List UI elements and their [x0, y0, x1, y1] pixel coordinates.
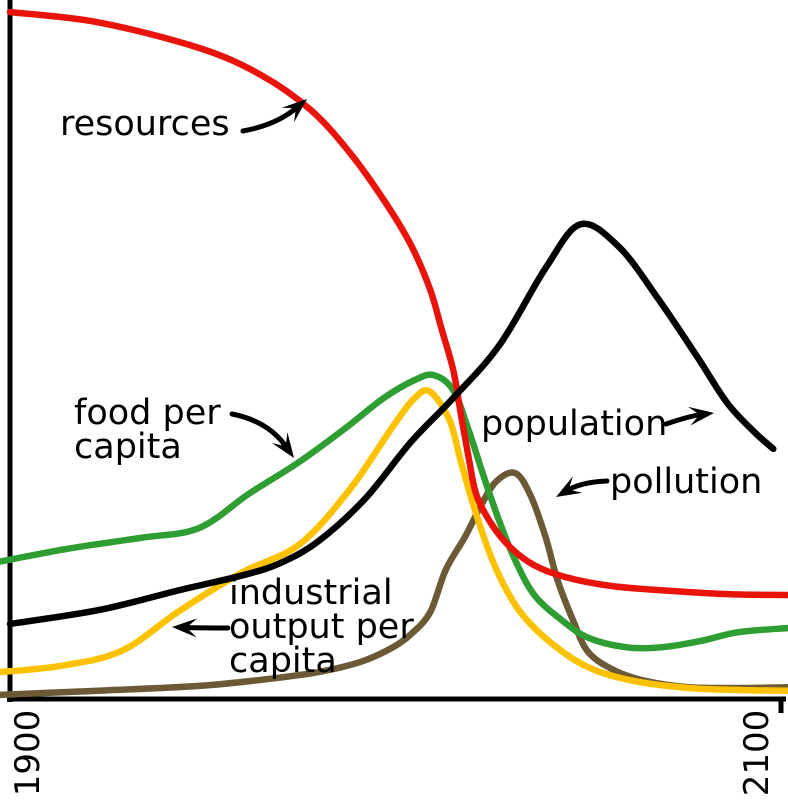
x-tick-label-2100: 2100: [737, 709, 777, 797]
annotation-arrow-shaft-food-per-capita: [229, 411, 289, 450]
label-industrial-line-1: industrial: [229, 573, 393, 613]
label-resources-line: resources: [60, 104, 230, 144]
series-curve-resources: [6, 8, 788, 599]
label-industrial-line-2: output per: [229, 607, 414, 647]
label-population-line: population: [481, 404, 668, 444]
label-food-per-capita: food per capita: [74, 393, 221, 467]
annotation-arrow-shaft-resources: [240, 105, 299, 134]
series-curve-food-per-capita: [0, 371, 788, 652]
label-industrial-output-per-capita: industrial output per capita: [229, 573, 414, 681]
annotation-arrow-shaft-population: [663, 412, 703, 427]
annotation-arrow-head-resources: [281, 99, 307, 123]
annotation-arrow-head-food-per-capita: [271, 432, 294, 458]
annotation-arrow-head-industrial-output-per-capita: [172, 618, 198, 638]
label-food-line-1: food per: [74, 393, 221, 433]
axes: [7, 0, 786, 713]
annotation-arrow-shaft-pollution: [565, 478, 610, 493]
label-pollution: pollution: [610, 462, 763, 502]
annotation-arrow-head-pollution: [556, 476, 583, 497]
label-resources: resources: [60, 104, 230, 144]
annotation-arrow-head-population: [688, 406, 714, 426]
annotation-arrow-shaft-industrial-output-per-capita: [183, 625, 231, 631]
label-pollution-line: pollution: [610, 462, 763, 502]
label-industrial-line-3: capita: [229, 641, 337, 681]
label-food-line-2: capita: [74, 427, 182, 467]
x-tick-label-1900: 1900: [8, 709, 48, 797]
label-population: population: [481, 404, 668, 444]
series-curve-population: [6, 220, 777, 628]
